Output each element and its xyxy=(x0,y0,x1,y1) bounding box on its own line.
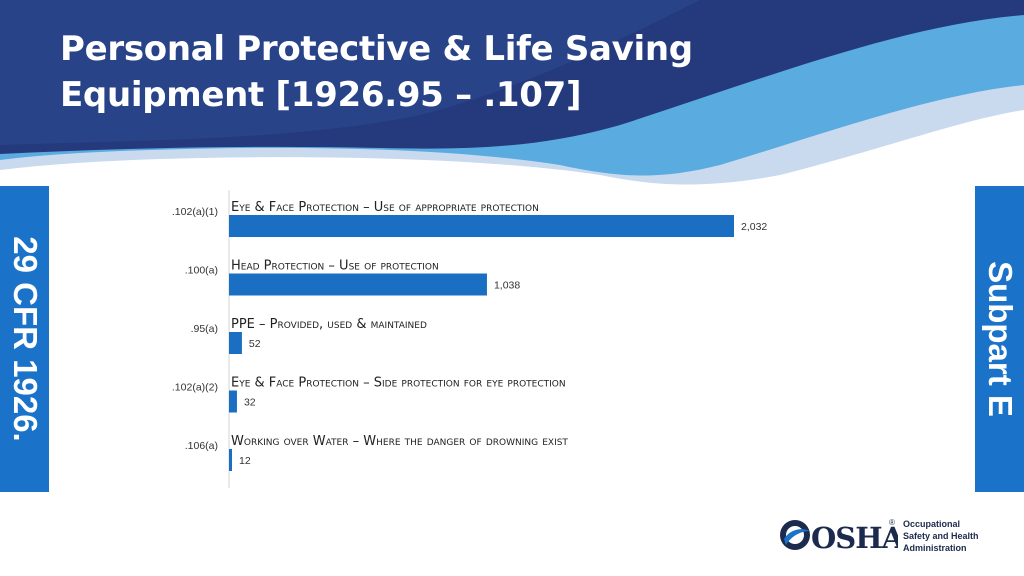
category-code-label: .102(a)(1) xyxy=(172,206,218,218)
citations-bar-chart: .102(a)(1) Eye & Face Protection – Use of… xyxy=(172,190,767,488)
bar xyxy=(229,449,232,471)
slide-title: Personal Protective & Life Saving Equipm… xyxy=(60,26,693,118)
category-title-label: PPE – Provided, used & maintained xyxy=(231,317,427,332)
category-title-label: Head Protection – Use of protection xyxy=(231,259,439,274)
osha-line2: Safety and Health xyxy=(903,531,979,541)
subpart-label: Subpart E xyxy=(981,261,1019,417)
bar-value-label: 52 xyxy=(249,338,261,350)
category-code-label: .102(a)(2) xyxy=(172,382,218,394)
header-banner xyxy=(0,0,1024,190)
bar-value-label: 12 xyxy=(239,455,251,467)
category-code-label: .100(a) xyxy=(185,265,218,277)
bar xyxy=(229,273,487,296)
bar xyxy=(229,332,242,354)
osha-agency-name: Occupational Safety and Health Administr… xyxy=(903,518,979,554)
category-title-label: Working over Water – Where the danger of… xyxy=(231,434,568,449)
slide-title-line2: Equipment [1926.95 – .107] xyxy=(60,75,582,115)
osha-wordmark: OSHA xyxy=(811,521,898,555)
left-side-tab: 29 CFR 1926. xyxy=(0,186,49,492)
bar xyxy=(229,215,734,237)
category-code-label: .106(a) xyxy=(185,440,218,452)
osha-logo: OSHA ® xyxy=(780,518,898,555)
osha-line3: Administration xyxy=(903,543,967,553)
category-title-label: Eye & Face Protection – Side protection … xyxy=(231,376,566,391)
cfr-label: 29 CFR 1926. xyxy=(6,236,44,442)
bar-value-label: 32 xyxy=(244,397,256,409)
registered-mark: ® xyxy=(889,518,895,527)
slide-title-line1: Personal Protective & Life Saving xyxy=(60,29,693,69)
category-title-label: Eye & Face Protection – Use of appropria… xyxy=(231,200,539,215)
osha-line1: Occupational xyxy=(903,519,961,529)
bar-value-label: 1,038 xyxy=(494,280,520,292)
bar xyxy=(229,390,237,413)
bar-value-label: 2,032 xyxy=(741,221,767,233)
category-code-label: .95(a) xyxy=(191,323,218,335)
right-side-tab: Subpart E xyxy=(975,186,1024,492)
